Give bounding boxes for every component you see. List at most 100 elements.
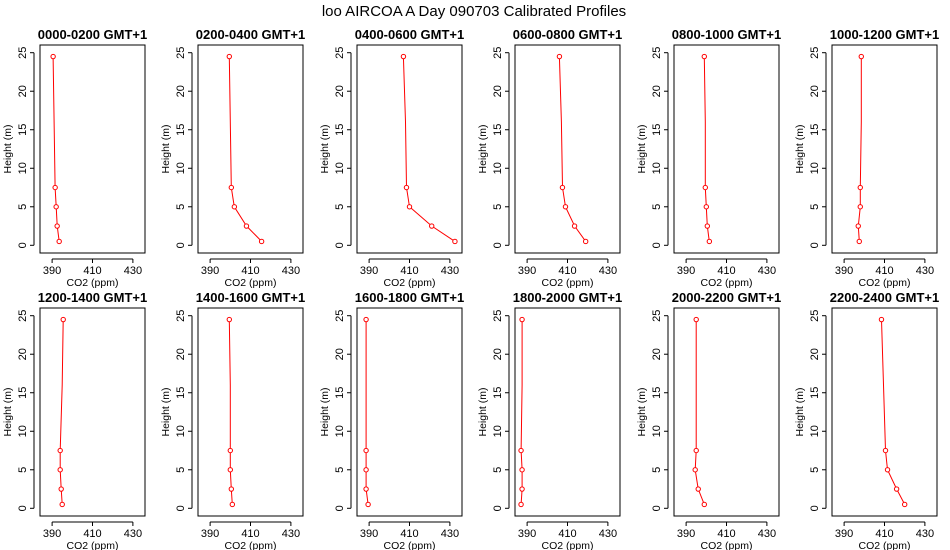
plot-frame bbox=[356, 44, 463, 254]
y-axis-label: Height (m) bbox=[477, 124, 489, 173]
y-tick-label: 25 bbox=[809, 310, 821, 322]
y-tick-label: 0 bbox=[651, 505, 663, 511]
x-axis-label: CO2 (ppm) bbox=[542, 540, 594, 550]
profile-point bbox=[559, 184, 566, 191]
x-tick-label: 410 bbox=[558, 528, 576, 540]
profile-point bbox=[856, 238, 862, 245]
y-axis-label: Height (m) bbox=[160, 124, 172, 173]
y-axis: 0 5 10 15 20 25 bbox=[492, 47, 510, 248]
y-tick-label: 10 bbox=[17, 162, 29, 174]
y-tick-label: 0 bbox=[17, 242, 29, 248]
x-axis: 390 410 430 bbox=[518, 521, 617, 540]
profile-point bbox=[363, 486, 369, 492]
x-axis: 390 410 430 bbox=[835, 521, 934, 540]
x-tick-label: 430 bbox=[758, 528, 776, 540]
profile-line bbox=[703, 56, 710, 242]
profile-point bbox=[858, 53, 864, 60]
profile-point bbox=[226, 316, 232, 323]
profile-point bbox=[57, 467, 63, 473]
x-tick-label: 410 bbox=[83, 265, 101, 277]
y-tick-label: 25 bbox=[175, 310, 187, 322]
y-tick-label: 25 bbox=[17, 47, 29, 59]
y-tick-label: 20 bbox=[809, 85, 821, 97]
panel-7: 1400-1600 GMT+1 390 410 430 CO2 (ppm) 0 5 10 15 2… bbox=[160, 290, 305, 550]
y-tick-label: 20 bbox=[809, 348, 821, 360]
y-tick-label: 25 bbox=[334, 310, 346, 322]
panel-2: 0400-0600 GMT+1 390 410 430 CO2 (ppm) 0 5 10 15 2… bbox=[319, 27, 464, 289]
profile-point bbox=[692, 467, 698, 473]
y-axis-label: Height (m) bbox=[2, 124, 14, 173]
profile-point bbox=[704, 223, 711, 229]
y-axis-label: Height (m) bbox=[319, 387, 331, 436]
x-tick-label: 430 bbox=[441, 528, 459, 540]
profile-point bbox=[429, 223, 435, 229]
y-tick-label: 15 bbox=[492, 124, 504, 136]
y-tick-label: 10 bbox=[809, 162, 821, 174]
plot-frame bbox=[197, 44, 304, 254]
panel-title: 0800-1000 GMT+1 bbox=[672, 27, 781, 42]
x-tick-label: 430 bbox=[916, 265, 934, 277]
profile-point bbox=[702, 184, 708, 191]
x-tick-label: 430 bbox=[599, 265, 617, 277]
panel-1: 0200-0400 GMT+1 390 410 430 CO2 (ppm) 0 5 10 15 2… bbox=[160, 27, 305, 289]
profile-point bbox=[258, 238, 265, 245]
panel-title: 2000-2200 GMT+1 bbox=[672, 290, 781, 305]
x-axis-label: CO2 (ppm) bbox=[701, 277, 753, 289]
panel-title: 0400-0600 GMT+1 bbox=[355, 27, 464, 42]
y-tick-label: 15 bbox=[651, 124, 663, 136]
y-tick-label: 10 bbox=[334, 425, 346, 437]
x-tick-label: 390 bbox=[43, 265, 61, 277]
profile-point bbox=[519, 486, 525, 492]
x-tick-label: 430 bbox=[124, 265, 142, 277]
profile-point bbox=[226, 53, 232, 60]
y-tick-label: 0 bbox=[651, 242, 663, 248]
profile-point bbox=[60, 316, 66, 323]
x-axis-label: CO2 (ppm) bbox=[67, 540, 119, 550]
y-tick-label: 10 bbox=[175, 162, 187, 174]
y-tick-label: 0 bbox=[809, 505, 821, 511]
x-axis-label: CO2 (ppm) bbox=[384, 277, 436, 289]
profile-point bbox=[884, 467, 891, 473]
profile-point bbox=[229, 501, 236, 508]
y-tick-label: 15 bbox=[175, 124, 187, 136]
y-tick-label: 5 bbox=[809, 467, 821, 473]
profile-point bbox=[363, 467, 369, 473]
y-tick-label: 0 bbox=[492, 505, 504, 511]
y-tick-label: 5 bbox=[334, 204, 346, 210]
x-tick-label: 390 bbox=[677, 265, 695, 277]
profile-point bbox=[901, 501, 908, 508]
y-tick-label: 15 bbox=[334, 387, 346, 399]
plot-frame bbox=[831, 44, 938, 254]
x-tick-label: 390 bbox=[677, 528, 695, 540]
y-axis: 0 5 10 15 20 25 bbox=[809, 310, 827, 511]
profile-point bbox=[228, 184, 235, 191]
plot-frame bbox=[39, 307, 146, 517]
panel-5: 1000-1200 GMT+1 390 410 430 CO2 (ppm) 0 5 10 15 2… bbox=[794, 27, 939, 289]
y-tick-label: 0 bbox=[334, 505, 346, 511]
y-tick-label: 15 bbox=[17, 387, 29, 399]
y-tick-label: 25 bbox=[651, 310, 663, 322]
profile-line bbox=[52, 56, 60, 242]
y-tick-label: 20 bbox=[175, 85, 187, 97]
profile-point bbox=[363, 447, 369, 454]
y-axis: 0 5 10 15 20 25 bbox=[175, 47, 193, 248]
profile-point bbox=[227, 467, 234, 473]
x-axis: 390 410 430 bbox=[43, 258, 142, 277]
x-axis-label: CO2 (ppm) bbox=[384, 540, 436, 550]
x-tick-label: 410 bbox=[875, 528, 893, 540]
x-tick-label: 430 bbox=[599, 528, 617, 540]
profile-point bbox=[231, 204, 238, 210]
profile-point bbox=[59, 501, 65, 508]
y-tick-label: 5 bbox=[334, 467, 346, 473]
x-tick-label: 430 bbox=[916, 528, 934, 540]
y-tick-label: 20 bbox=[17, 348, 29, 360]
panel-title: 0600-0800 GMT+1 bbox=[513, 27, 622, 42]
y-tick-label: 15 bbox=[334, 124, 346, 136]
y-tick-label: 5 bbox=[809, 204, 821, 210]
y-axis-label: Height (m) bbox=[160, 387, 172, 436]
x-tick-label: 410 bbox=[400, 265, 418, 277]
profile-point bbox=[857, 204, 863, 210]
y-tick-label: 15 bbox=[17, 124, 29, 136]
y-tick-label: 5 bbox=[17, 467, 29, 473]
